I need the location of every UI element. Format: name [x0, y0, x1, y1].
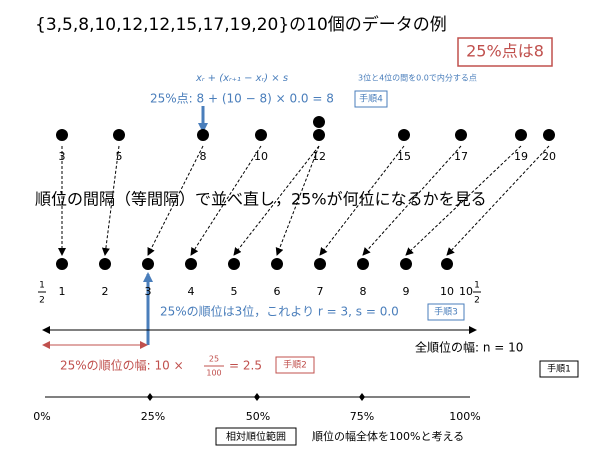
step2-prefix: 25%の順位の幅: 10 × — [60, 358, 184, 373]
dashed-arrow — [275, 145, 320, 256]
data-dot — [515, 129, 527, 141]
dashed-arrow — [190, 145, 262, 256]
percent-label: 0% — [33, 410, 50, 423]
step2-tag: 手順2 — [283, 359, 307, 371]
step1-box — [539, 360, 579, 378]
data-dot — [313, 129, 325, 141]
result-box — [457, 37, 553, 67]
data-dot — [255, 129, 267, 141]
data-label: 3 — [59, 150, 66, 163]
data-dot — [197, 129, 209, 141]
percent-label: 25% — [141, 410, 165, 423]
diamond — [147, 393, 153, 401]
end-rank: 10 — [459, 285, 473, 298]
step2-num: 25 — [209, 355, 219, 364]
half-num: 1 — [39, 281, 45, 291]
data-label: 12 — [312, 150, 326, 163]
formula: xᵣ + (xᵣ₊₁ − xᵣ) × s — [195, 73, 288, 84]
rank-dot — [314, 258, 326, 270]
step4-text: 25%点: 8 + (10 − 8) × 0.0 = 8 — [150, 92, 334, 106]
step4-box — [354, 90, 388, 108]
rank-label: 5 — [231, 285, 238, 298]
dashed-arrow — [405, 145, 522, 256]
percent-label: 50% — [246, 410, 270, 423]
rank-label: 8 — [360, 285, 367, 298]
result-text: 25%点は8 — [466, 42, 544, 61]
step2-den: 100 — [206, 369, 221, 378]
data-dot — [113, 129, 125, 141]
data-dot — [455, 129, 467, 141]
data-label: 19 — [514, 150, 528, 163]
bottom-box — [215, 427, 297, 446]
step2-box — [275, 356, 315, 374]
data-label: 20 — [542, 150, 556, 163]
step3-text: 25%の順位は3位，これより r = 3, s = 0.0 — [160, 304, 399, 319]
rank-dot — [142, 258, 154, 270]
data-label: 10 — [254, 150, 268, 163]
rank-dot — [441, 258, 453, 270]
data-label: 15 — [397, 150, 411, 163]
bottom-box-text: 相対順位範囲 — [226, 430, 286, 443]
step3-box — [427, 303, 465, 321]
rank-label: 1 — [59, 285, 66, 298]
rank-label: 4 — [188, 285, 195, 298]
rank-label: 10 — [440, 285, 454, 298]
dashed-arrow — [101, 145, 120, 256]
total-width: 全順位の幅: n = 10 — [415, 340, 523, 355]
rank-label: 2 — [102, 285, 109, 298]
title: {3,5,8,10,12,12,15,17,19,20}の10個のデータの例 — [35, 14, 447, 35]
rank-dot — [185, 258, 197, 270]
half-den: 2 — [474, 296, 480, 306]
dashed-arrow — [319, 145, 405, 256]
data-dot — [56, 129, 68, 141]
diamond — [359, 393, 365, 401]
data-dot — [398, 129, 410, 141]
data-label: 5 — [116, 150, 123, 163]
rank-dot — [228, 258, 240, 270]
rank-dot — [99, 258, 111, 270]
diamond — [254, 393, 260, 401]
formula-note: 3位と4位の間を0.0で内分する点 — [358, 73, 477, 83]
data-dot — [543, 129, 555, 141]
content: {3,5,8,10,12,12,15,17,19,20}の10個のデータの例 2… — [33, 14, 579, 446]
rank-label: 7 — [317, 285, 324, 298]
half-num: 1 — [474, 281, 480, 291]
step3-tag: 手順3 — [434, 306, 458, 318]
step1-tag: 手順1 — [547, 363, 571, 375]
data-label: 8 — [200, 150, 207, 163]
rank-label: 3 — [145, 285, 152, 298]
dashed-arrow — [362, 145, 462, 256]
data-label: 17 — [454, 150, 468, 163]
rank-label: 6 — [274, 285, 281, 298]
percent-label: 100% — [449, 410, 480, 423]
rank-dot — [400, 258, 412, 270]
half-den: 2 — [39, 296, 45, 306]
dashed-arrow — [147, 145, 204, 256]
dashed-arrow — [233, 145, 320, 256]
bottom-note: 順位の幅全体を100%と考える — [312, 429, 464, 443]
step2-suffix: = 2.5 — [229, 359, 262, 373]
rank-dot — [271, 258, 283, 270]
rank-label: 9 — [403, 285, 410, 298]
data-dot — [313, 116, 325, 128]
heading: 順位の間隔（等間隔）で並べ直し，25%が何位になるかを見る — [35, 190, 487, 209]
rank-dot — [357, 258, 369, 270]
rank-dot — [56, 258, 68, 270]
percent-label: 75% — [350, 410, 374, 423]
step4-tag: 手順4 — [359, 93, 383, 105]
